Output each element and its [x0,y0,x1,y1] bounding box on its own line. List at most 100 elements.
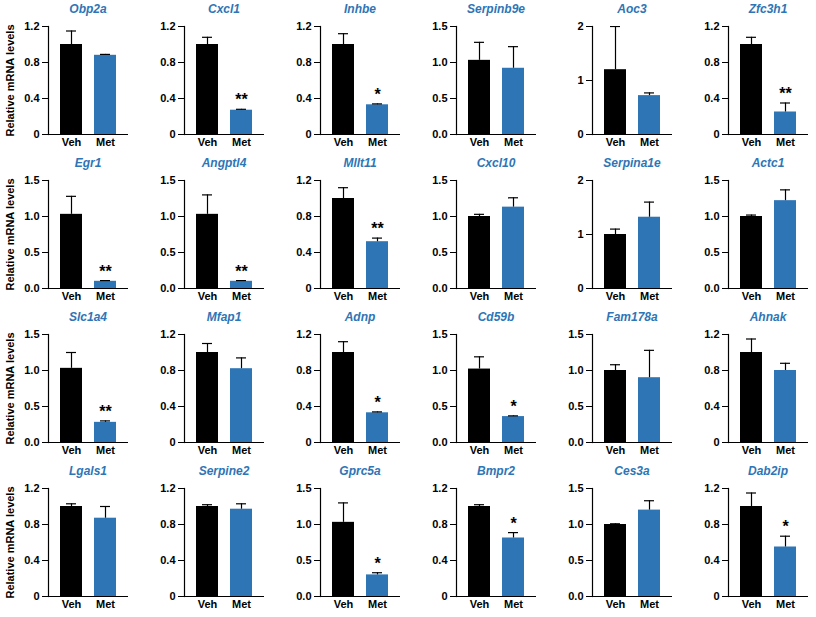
svg-text:Met: Met [368,598,387,610]
svg-text:0: 0 [713,590,719,602]
svg-text:2: 2 [577,20,583,32]
svg-text:Relative mRNA levels: Relative mRNA levels [4,332,16,444]
svg-text:Veh: Veh [470,598,490,610]
svg-text:0.5: 0.5 [160,246,175,258]
svg-text:Met: Met [368,444,387,456]
svg-text:0.5: 0.5 [568,554,583,566]
svg-text:0.8: 0.8 [704,518,719,530]
svg-text:0.4: 0.4 [160,92,176,104]
svg-text:*: * [374,86,381,103]
svg-text:0.8: 0.8 [296,210,311,222]
svg-text:Met: Met [96,290,115,302]
svg-text:1: 1 [577,74,583,86]
svg-text:Veh: Veh [62,290,82,302]
svg-text:1.0: 1.0 [568,364,583,376]
svg-text:Veh: Veh [742,598,762,610]
svg-text:Veh: Veh [742,290,762,302]
svg-text:0.0: 0.0 [704,282,719,294]
svg-text:0.0: 0.0 [432,128,447,140]
svg-text:1.2: 1.2 [296,20,311,32]
svg-text:Met: Met [368,290,387,302]
svg-text:0.4: 0.4 [24,554,40,566]
svg-text:1.0: 1.0 [568,518,583,530]
svg-text:0: 0 [441,590,447,602]
svg-text:Veh: Veh [198,290,218,302]
svg-text:0.4: 0.4 [296,92,312,104]
svg-text:**: ** [779,85,792,102]
svg-text:0: 0 [577,128,583,140]
svg-text:Veh: Veh [198,136,218,148]
svg-text:Relative mRNA levels: Relative mRNA levels [4,178,16,290]
svg-text:0.4: 0.4 [160,400,176,412]
svg-text:1.0: 1.0 [432,56,447,68]
svg-text:1.0: 1.0 [432,210,447,222]
svg-text:Veh: Veh [742,136,762,148]
svg-text:1.2: 1.2 [24,482,39,494]
svg-text:1: 1 [577,228,583,240]
svg-text:1.0: 1.0 [704,210,719,222]
svg-text:Veh: Veh [334,290,354,302]
svg-text:Veh: Veh [62,136,82,148]
svg-text:**: ** [371,220,384,237]
svg-text:Veh: Veh [606,598,626,610]
svg-text:1.2: 1.2 [160,20,175,32]
svg-text:Veh: Veh [334,598,354,610]
svg-text:1.2: 1.2 [704,482,719,494]
svg-text:0.0: 0.0 [24,436,39,448]
svg-text:Met: Met [776,290,795,302]
svg-text:0: 0 [169,128,175,140]
svg-text:0.4: 0.4 [296,400,312,412]
svg-text:Veh: Veh [606,136,626,148]
svg-text:1.5: 1.5 [24,328,39,340]
svg-text:Met: Met [232,598,251,610]
svg-text:1.2: 1.2 [296,174,311,186]
svg-text:1.5: 1.5 [568,482,583,494]
svg-text:Met: Met [232,444,251,456]
svg-text:**: ** [235,263,248,280]
svg-text:Veh: Veh [198,444,218,456]
svg-text:1.2: 1.2 [704,20,719,32]
svg-text:Veh: Veh [470,444,490,456]
svg-text:0.4: 0.4 [704,92,720,104]
svg-text:Met: Met [96,444,115,456]
svg-text:0.8: 0.8 [296,56,311,68]
svg-text:**: ** [99,403,112,420]
svg-text:Met: Met [776,598,795,610]
svg-text:Veh: Veh [606,290,626,302]
svg-text:0: 0 [713,128,719,140]
svg-text:Met: Met [96,598,115,610]
svg-text:0.5: 0.5 [432,246,447,258]
svg-text:1.0: 1.0 [24,364,39,376]
svg-text:1.2: 1.2 [24,20,39,32]
svg-text:**: ** [99,263,112,280]
svg-text:0: 0 [305,282,311,294]
svg-text:0: 0 [169,590,175,602]
svg-text:0.5: 0.5 [432,92,447,104]
svg-text:2: 2 [577,174,583,186]
svg-text:0: 0 [577,282,583,294]
svg-text:0.8: 0.8 [704,364,719,376]
svg-text:0.4: 0.4 [704,554,720,566]
svg-text:Relative mRNA levels: Relative mRNA levels [4,24,16,136]
svg-text:1.5: 1.5 [432,174,447,186]
svg-text:0: 0 [169,436,175,448]
svg-text:Veh: Veh [198,598,218,610]
svg-text:0.8: 0.8 [160,56,175,68]
svg-text:Veh: Veh [62,598,82,610]
svg-text:1.5: 1.5 [160,174,175,186]
svg-text:Relative mRNA levels: Relative mRNA levels [4,486,16,598]
svg-text:1.2: 1.2 [160,482,175,494]
svg-text:Veh: Veh [62,444,82,456]
svg-text:0.4: 0.4 [296,246,312,258]
svg-text:1.0: 1.0 [24,210,39,222]
svg-text:0.8: 0.8 [24,518,39,530]
svg-text:0.5: 0.5 [432,400,447,412]
svg-text:0.8: 0.8 [704,56,719,68]
svg-text:0.0: 0.0 [160,282,175,294]
svg-text:Met: Met [640,598,659,610]
svg-text:**: ** [235,91,248,108]
svg-text:Met: Met [504,444,523,456]
svg-text:0.0: 0.0 [568,436,583,448]
svg-text:1.2: 1.2 [704,328,719,340]
svg-text:Veh: Veh [742,444,762,456]
